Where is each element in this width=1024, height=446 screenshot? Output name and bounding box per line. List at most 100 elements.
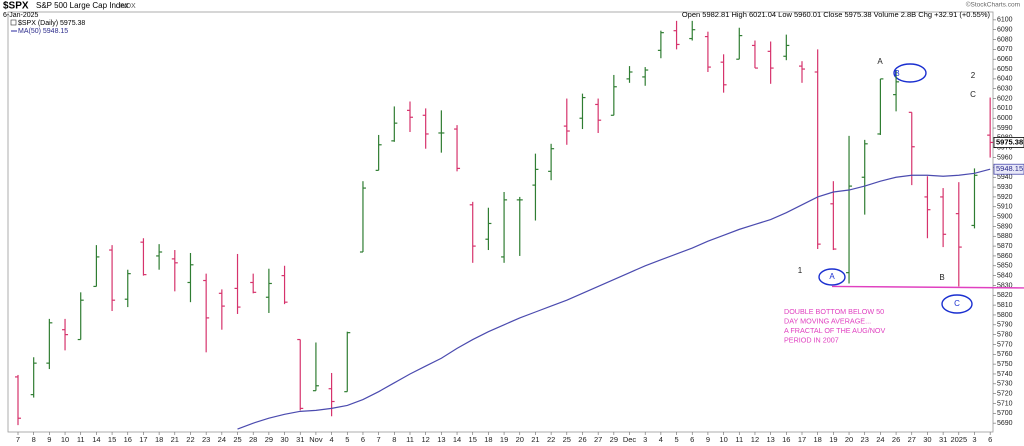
x-tick-label: 29 <box>610 435 618 444</box>
highlight-ellipse <box>818 268 846 286</box>
y-tick-label: 6060 <box>997 56 1013 63</box>
note-line: A FRACTAL OF THE AUG/NOV <box>784 326 886 335</box>
x-tick-label: 19 <box>829 435 837 444</box>
x-tick-label: 23 <box>202 435 210 444</box>
legend-entry: $SPX (Daily) 5975.38 <box>18 20 85 27</box>
y-tick-label: 5940 <box>997 174 1013 181</box>
x-tick-label: 13 <box>437 435 445 444</box>
x-tick-label: 9 <box>706 435 710 444</box>
y-tick-label: 6000 <box>997 115 1013 122</box>
price-tag: 5948.15 <box>996 164 1023 173</box>
x-tick-label: 30 <box>280 435 288 444</box>
x-tick-label: 18 <box>484 435 492 444</box>
y-tick-label: 5880 <box>997 233 1013 240</box>
x-tick-label: 21 <box>171 435 179 444</box>
annotation: A <box>877 57 883 66</box>
plot-frame <box>7 11 994 433</box>
y-tick-label: 5800 <box>997 312 1013 319</box>
y-tick-label: 5900 <box>997 213 1013 220</box>
y-tick-label: 6050 <box>997 66 1013 73</box>
chart-subtitle: S&P 500 Large Cap Index <box>36 1 129 10</box>
highlight-ellipse <box>941 294 973 314</box>
y-tick-label: 6020 <box>997 95 1013 102</box>
x-tick-label: 27 <box>908 435 916 444</box>
annotation: B <box>894 69 899 78</box>
y-tick-label: 5890 <box>997 223 1013 230</box>
note-line: PERIOD IN 2007 <box>784 335 839 344</box>
x-tick-label: 9 <box>47 435 51 444</box>
y-tick-label: 5790 <box>997 322 1013 329</box>
legend-entry: MA(50) 5948.15 <box>18 28 68 35</box>
x-tick-label: 26 <box>892 435 900 444</box>
y-tick-label: 5840 <box>997 272 1013 279</box>
x-tick-label: 19 <box>500 435 508 444</box>
y-tick-label: 5850 <box>997 263 1013 270</box>
x-tick-label: 14 <box>453 435 461 444</box>
x-tick-label: 6 <box>988 435 992 444</box>
x-tick-label: 5 <box>674 435 678 444</box>
x-tick-label: 12 <box>422 435 430 444</box>
x-tick-label: 11 <box>77 435 85 444</box>
y-tick-label: 5960 <box>997 154 1013 161</box>
x-tick-label: 23 <box>861 435 869 444</box>
x-tick-label: 17 <box>139 435 147 444</box>
y-tick-label: 5830 <box>997 282 1013 289</box>
y-tick-label: 6070 <box>997 46 1013 53</box>
x-tick-label: 12 <box>751 435 759 444</box>
x-tick-label: 13 <box>766 435 774 444</box>
note-line: DOUBLE BOTTOM BELOW 50 <box>784 307 884 316</box>
x-tick-label: 10 <box>719 435 727 444</box>
x-tick-label: 24 <box>876 435 884 444</box>
y-tick-label: 6080 <box>997 36 1013 43</box>
x-tick-label: 14 <box>92 435 100 444</box>
price-tag-box <box>993 137 1024 148</box>
x-tick-label: 22 <box>186 435 194 444</box>
x-tick-label: 29 <box>265 435 273 444</box>
y-tick-label: 5710 <box>997 400 1013 407</box>
y-tick-label: 5910 <box>997 204 1013 211</box>
highlight-ellipse <box>893 63 927 83</box>
x-tick-label: 25 <box>233 435 241 444</box>
x-tick-label: 18 <box>155 435 163 444</box>
x-tick-label: Nov <box>309 435 323 444</box>
y-tick-label: 5730 <box>997 381 1013 388</box>
annotation: C <box>954 299 960 308</box>
y-tick-label: 6100 <box>997 17 1013 24</box>
x-tick-label: 22 <box>547 435 555 444</box>
y-tick-label: 5820 <box>997 292 1013 299</box>
x-tick-label: 21 <box>531 435 539 444</box>
x-tick-label: 11 <box>735 435 743 444</box>
y-tick-label: 6010 <box>997 105 1013 112</box>
x-tick-label: 8 <box>392 435 396 444</box>
x-tick-label: 26 <box>578 435 586 444</box>
y-tick-label: 5920 <box>997 194 1013 201</box>
y-tick-label: 5750 <box>997 361 1013 368</box>
y-tick-label: 5810 <box>997 302 1013 309</box>
x-tick-label: 20 <box>516 435 524 444</box>
note-line: DAY MOVING AVERAGE... <box>784 316 871 325</box>
x-tick-label: 6 <box>690 435 694 444</box>
y-tick-label: 5930 <box>997 184 1013 191</box>
y-tick-label: 6030 <box>997 86 1013 93</box>
ma-line <box>237 168 991 430</box>
x-tick-label: 28 <box>249 435 257 444</box>
x-tick-label: 2025 <box>950 435 967 444</box>
x-tick-label: 10 <box>61 435 69 444</box>
legend-icon <box>10 19 17 26</box>
annotation: 1 <box>798 266 803 275</box>
y-tick-label: 5990 <box>997 125 1013 132</box>
x-tick-label: 31 <box>296 435 304 444</box>
x-tick-label: Dec <box>623 435 637 444</box>
y-tick-label: 5780 <box>997 331 1013 338</box>
y-tick-label: 5690 <box>997 420 1013 427</box>
price-tag-box <box>993 163 1024 175</box>
y-tick-label: 5700 <box>997 410 1013 417</box>
y-tick-label: 5740 <box>997 371 1013 378</box>
x-tick-label: 15 <box>108 435 116 444</box>
x-tick-label: 31 <box>939 435 947 444</box>
annotation: 2 <box>971 71 976 80</box>
y-tick-label: 5770 <box>997 341 1013 348</box>
quote: Open 5982.81 High 6021.04 Low 5960.01 Cl… <box>682 10 991 19</box>
x-tick-label: 7 <box>377 435 381 444</box>
